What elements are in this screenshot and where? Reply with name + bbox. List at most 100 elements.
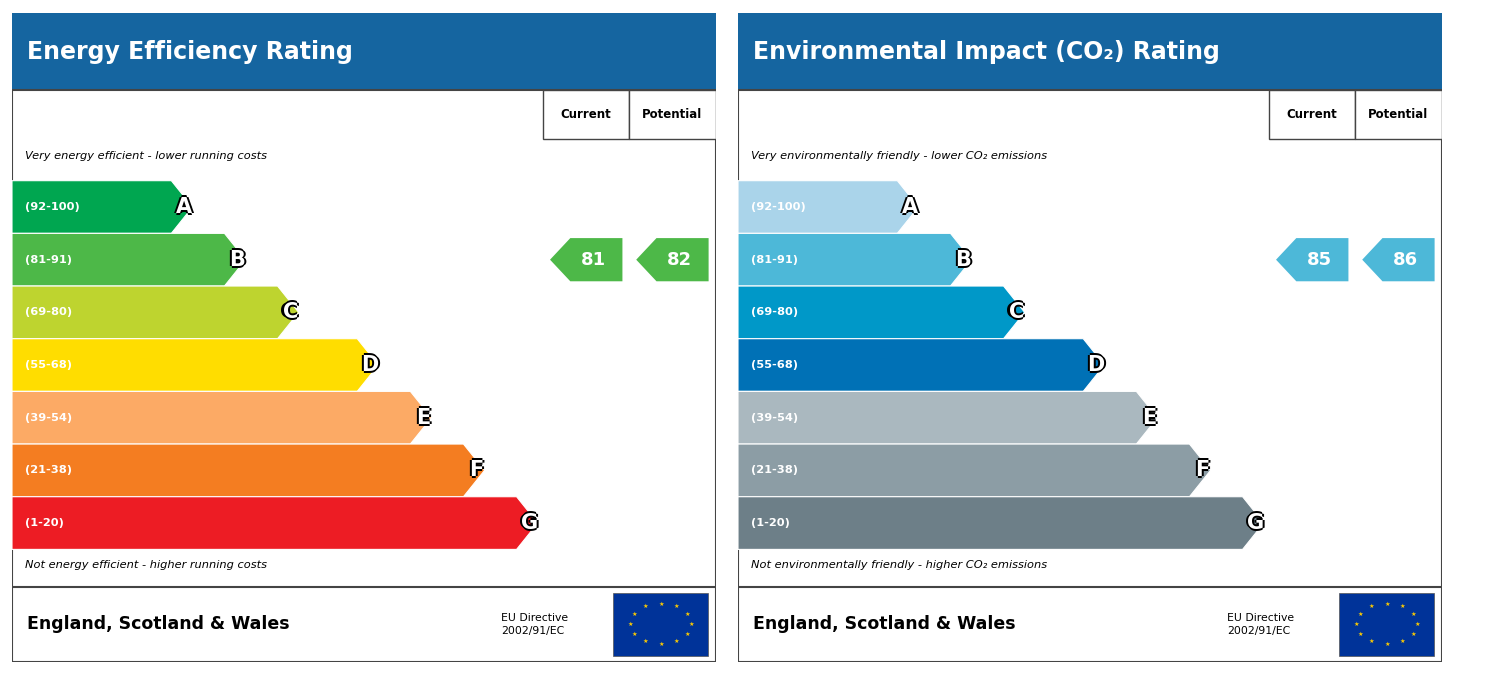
Bar: [738, 90, 1442, 662]
Polygon shape: [738, 181, 918, 234]
Bar: [1340, 593, 1434, 655]
Text: ★: ★: [1384, 601, 1390, 607]
Text: Energy Efficiency Rating: Energy Efficiency Rating: [27, 40, 354, 63]
Text: Current: Current: [561, 108, 612, 121]
Text: G: G: [520, 513, 538, 533]
Text: ★: ★: [674, 639, 680, 644]
Bar: [630, 90, 716, 138]
Polygon shape: [12, 339, 378, 392]
Text: A: A: [900, 197, 916, 217]
Text: ★: ★: [1400, 604, 1406, 610]
Text: ★: ★: [644, 639, 648, 644]
Text: D: D: [362, 355, 378, 375]
Text: B: B: [956, 252, 970, 271]
Text: G: G: [520, 511, 538, 531]
Text: G: G: [1246, 513, 1264, 533]
Bar: [543, 90, 630, 138]
Text: ★: ★: [1400, 639, 1406, 644]
Text: ★: ★: [658, 642, 664, 647]
Text: England, Scotland & Wales: England, Scotland & Wales: [27, 615, 290, 633]
Text: ★: ★: [644, 604, 648, 610]
Bar: [12, 90, 716, 662]
Text: E: E: [416, 406, 430, 426]
Text: ★: ★: [632, 612, 638, 617]
Text: ★: ★: [1410, 612, 1416, 617]
Bar: [12, 14, 716, 90]
Text: ★: ★: [1354, 622, 1359, 627]
Text: D: D: [1088, 357, 1104, 377]
Text: A: A: [174, 197, 190, 217]
Bar: [738, 14, 1442, 90]
Text: F: F: [1192, 460, 1208, 481]
Text: (92-100): (92-100): [24, 202, 80, 212]
Text: E: E: [1142, 410, 1156, 430]
Text: 85: 85: [1306, 250, 1332, 269]
Polygon shape: [1362, 238, 1434, 281]
Text: E: E: [1144, 408, 1158, 428]
Text: Very energy efficient - lower running costs: Very energy efficient - lower running co…: [24, 151, 267, 161]
Text: EU Directive
2002/91/EC: EU Directive 2002/91/EC: [501, 613, 568, 636]
Text: (55-68): (55-68): [750, 360, 798, 370]
Text: ★: ★: [1358, 612, 1364, 617]
Text: A: A: [904, 197, 920, 217]
Text: E: E: [1142, 406, 1156, 426]
Text: D: D: [1088, 353, 1104, 373]
Text: England, Scotland & Wales: England, Scotland & Wales: [753, 615, 1016, 633]
Text: D: D: [358, 355, 376, 375]
Text: B: B: [952, 250, 969, 270]
Polygon shape: [738, 497, 1263, 549]
Text: ★: ★: [674, 604, 680, 610]
Polygon shape: [1276, 238, 1348, 281]
Text: ★: ★: [684, 632, 690, 637]
Polygon shape: [12, 497, 537, 549]
Text: C: C: [280, 302, 296, 323]
Text: F: F: [1196, 458, 1209, 479]
Text: C: C: [1008, 300, 1025, 321]
Text: ★: ★: [628, 622, 633, 627]
Text: G: G: [1250, 513, 1266, 533]
Text: ★: ★: [1370, 604, 1374, 610]
Text: (39-54): (39-54): [24, 412, 72, 423]
Polygon shape: [636, 238, 708, 281]
Polygon shape: [550, 238, 622, 281]
Bar: [738, 587, 1442, 662]
Text: C: C: [282, 300, 298, 321]
Polygon shape: [12, 181, 192, 234]
Text: G: G: [519, 513, 536, 533]
Text: ★: ★: [632, 632, 638, 637]
Text: E: E: [1140, 408, 1154, 428]
Text: C: C: [1008, 302, 1025, 323]
Text: A: A: [178, 197, 194, 217]
Text: ★: ★: [658, 601, 664, 607]
Text: F: F: [466, 460, 482, 481]
Text: F: F: [471, 460, 486, 481]
Text: (81-91): (81-91): [750, 254, 798, 265]
Text: D: D: [362, 353, 378, 373]
Text: G: G: [1246, 511, 1264, 531]
Text: G: G: [1246, 515, 1264, 535]
Text: ★: ★: [1384, 642, 1390, 647]
Text: D: D: [363, 355, 381, 375]
Text: F: F: [470, 460, 483, 481]
Text: E: E: [416, 408, 430, 428]
Text: Not environmentally friendly - higher CO₂ emissions: Not environmentally friendly - higher CO…: [750, 560, 1047, 570]
Text: (69-80): (69-80): [24, 307, 72, 317]
Polygon shape: [738, 392, 1158, 444]
Bar: [1269, 90, 1356, 138]
Text: (21-38): (21-38): [750, 465, 798, 475]
Text: C: C: [1008, 304, 1025, 324]
Text: ★: ★: [1414, 622, 1420, 627]
Polygon shape: [738, 339, 1104, 392]
Text: B: B: [956, 250, 970, 270]
Text: B: B: [230, 248, 244, 268]
Text: D: D: [1088, 355, 1104, 375]
Text: B: B: [230, 252, 244, 271]
Text: C: C: [282, 302, 298, 323]
Polygon shape: [738, 286, 1024, 339]
Text: D: D: [1084, 355, 1102, 375]
Bar: [1356, 90, 1442, 138]
Text: E: E: [1142, 408, 1156, 428]
Text: G: G: [524, 513, 540, 533]
Text: A: A: [902, 199, 918, 219]
Text: C: C: [1007, 302, 1022, 323]
